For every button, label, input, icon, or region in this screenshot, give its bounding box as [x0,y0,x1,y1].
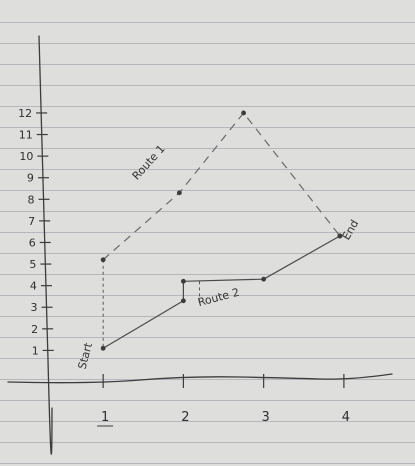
series-label: Route 1 [130,142,168,182]
x-tick-label: 3 [262,410,270,425]
y-tick-label: 2 [31,323,38,336]
y-tick-label: 12 [18,107,32,120]
y-tick-label: 9 [27,172,34,185]
x-tick-label: 1 [101,410,109,425]
y-tick-label: 3 [31,301,38,314]
series-1-point [100,257,106,263]
x-axis-line [7,373,393,384]
y-tick-label: 8 [28,193,35,206]
series-2-point [180,278,186,284]
x-tick-label: 2 [181,410,189,425]
series-2-point [337,233,343,239]
series-1-point [176,190,182,196]
y-tick-label: 7 [28,215,35,228]
y-tick-label: 11 [19,129,33,142]
series-2-point [180,298,186,304]
annotation-label: End [340,218,362,243]
annotation-label: Start [76,341,96,371]
y-axis-line [38,35,53,455]
series-2-point [261,276,267,282]
y-tick-label: 10 [19,150,33,163]
y-tick-label: 5 [29,258,36,271]
series-1-point [241,110,246,116]
series-2-point [100,345,106,351]
y-tick-label: 4 [30,280,37,293]
y-tick-label: 1 [32,344,39,357]
x-tick-label: 4 [342,410,350,425]
series-line-1 [102,112,341,261]
y-tick-label: 6 [29,236,36,249]
series-label: Route 2 [196,286,240,310]
